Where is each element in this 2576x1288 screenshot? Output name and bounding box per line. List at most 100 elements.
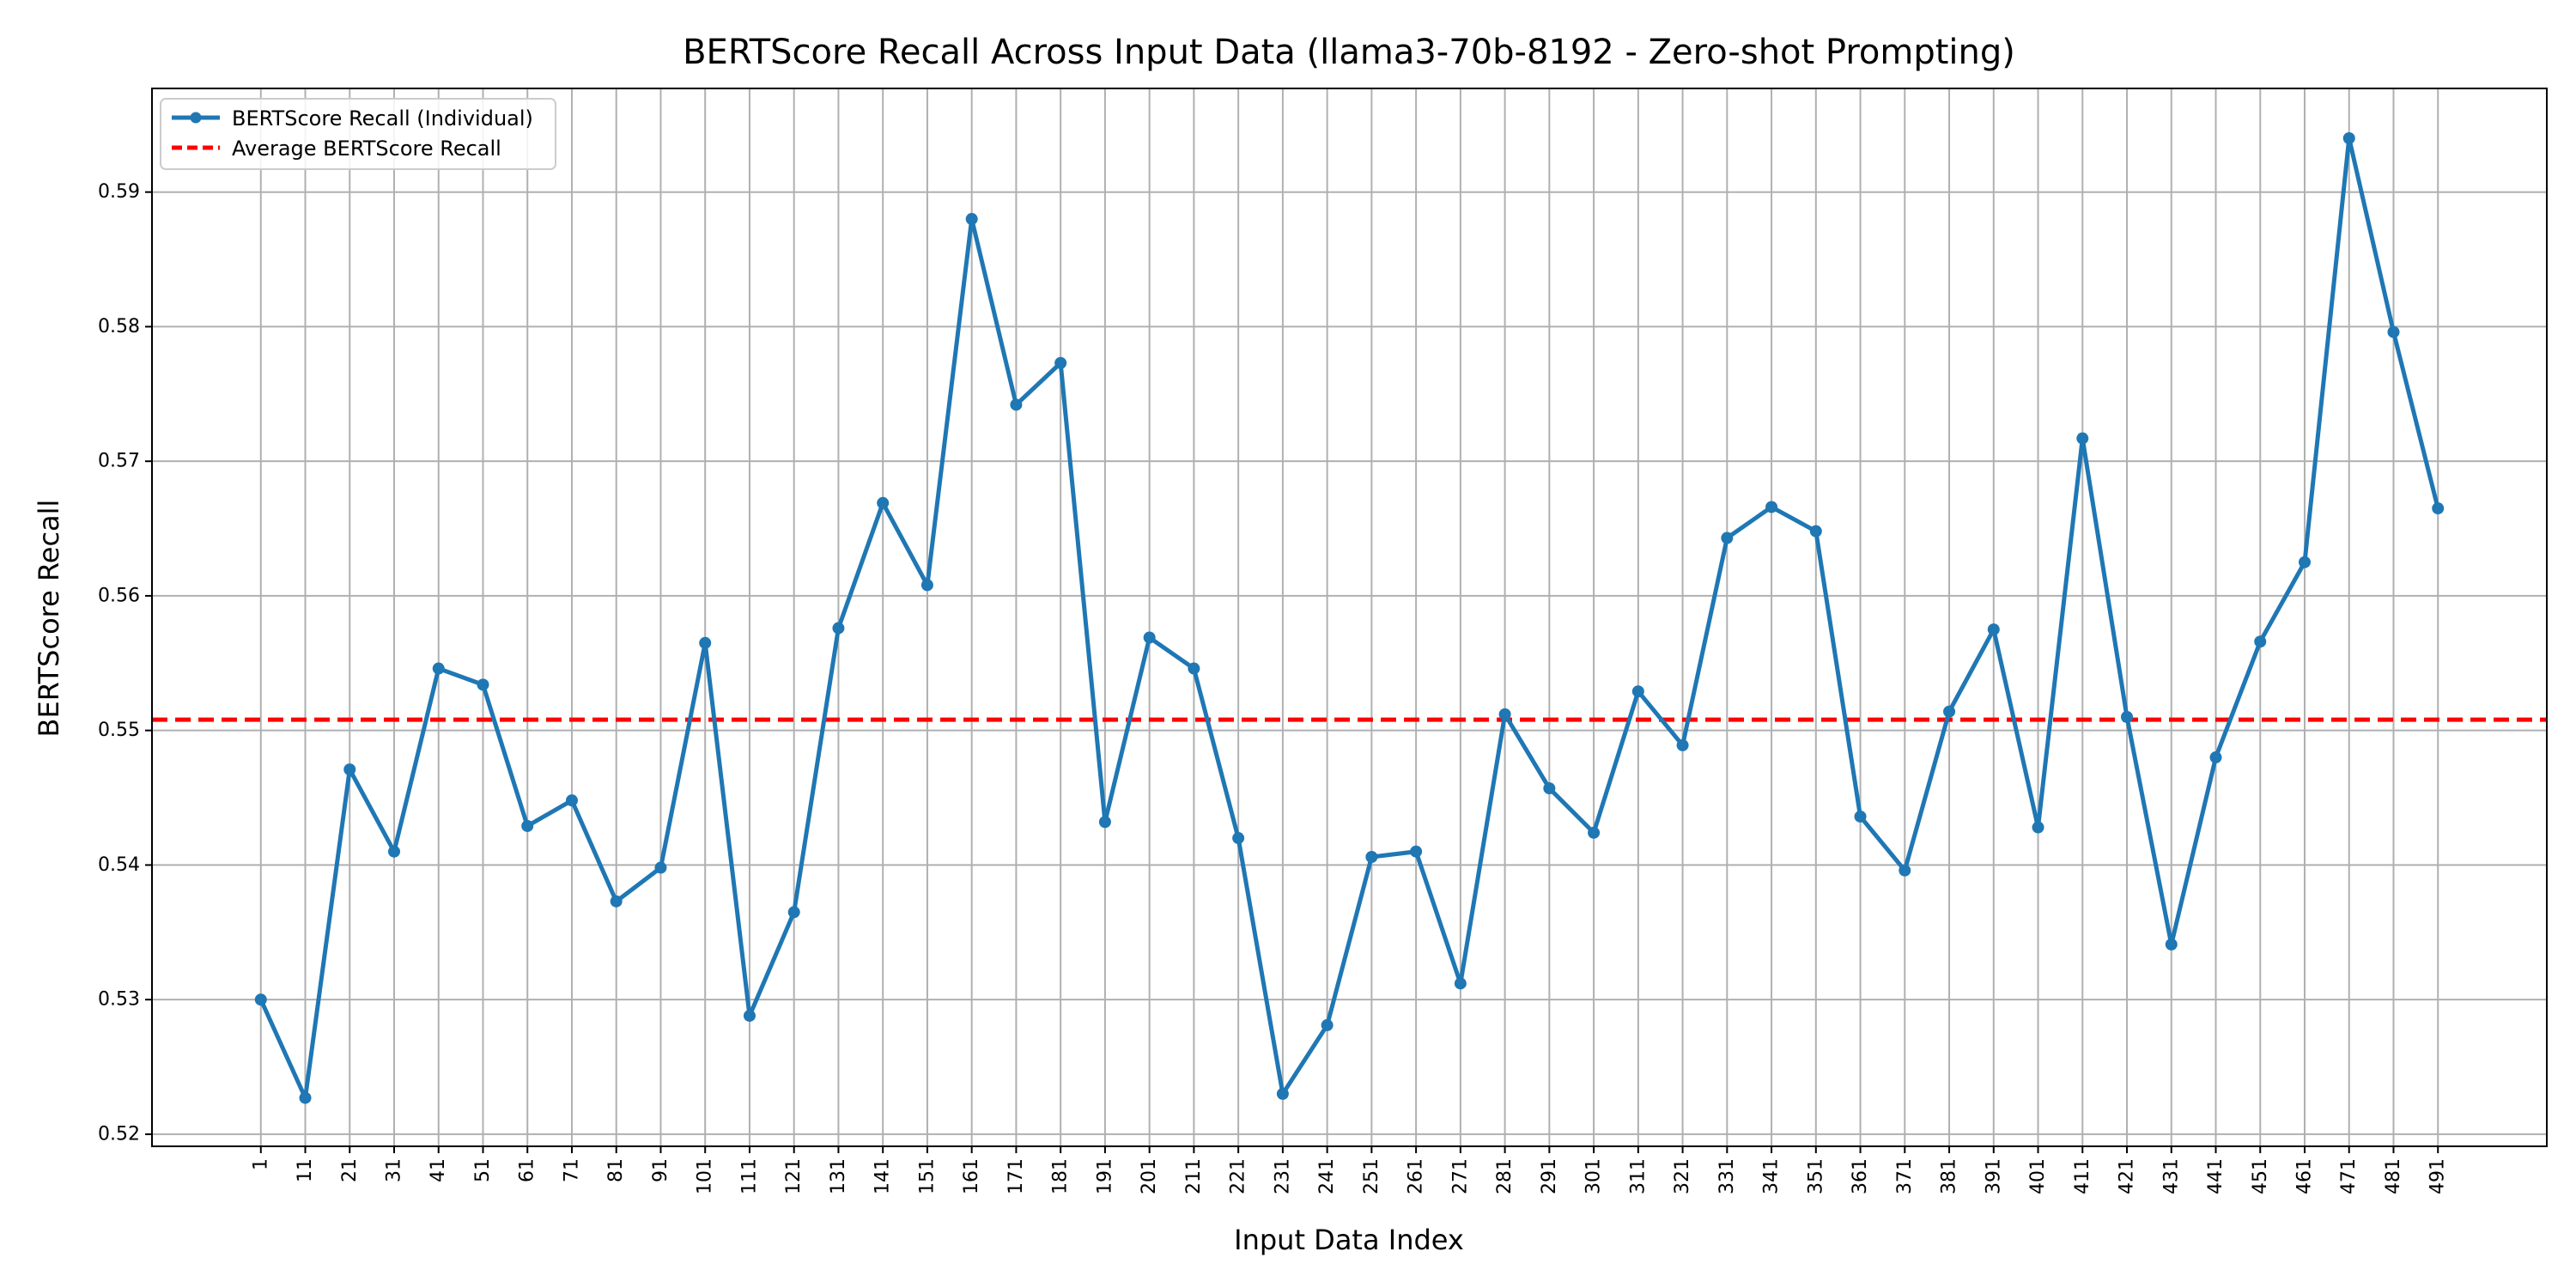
data-point [432,662,445,675]
data-point [2298,556,2311,568]
x-tick-label: 361 [1850,1158,1871,1194]
x-tick-label: 91 [650,1158,671,1182]
data-point [1854,810,1867,823]
legend-label-individual: BERTScore Recall (Individual) [232,106,533,131]
x-tick-label: 371 [1894,1158,1916,1194]
x-tick-label: 151 [916,1158,938,1194]
data-point [565,794,578,807]
x-tick-label: 131 [828,1158,849,1194]
x-tick-label: 41 [428,1158,449,1182]
x-tick-label: 141 [872,1158,894,1194]
data-point [1721,532,1734,544]
x-tick-label: 481 [2383,1158,2404,1194]
data-point [2209,751,2222,764]
x-tick-label: 441 [2205,1158,2227,1194]
y-tick-label: 0.59 [98,181,140,203]
data-point [1498,708,1511,720]
x-tick-label: 381 [1939,1158,1960,1194]
data-point [1365,851,1378,864]
y-tick-label: 0.54 [98,854,140,876]
x-tick-label: 21 [339,1158,361,1182]
x-tick-label: 231 [1272,1158,1293,1194]
data-point [299,1091,312,1104]
y-tick-label: 0.57 [98,451,140,472]
x-tick-label: 1 [250,1158,271,1170]
y-tick-label: 0.52 [98,1123,140,1145]
legend-label-average: Average BERTScore Recall [232,137,501,161]
chart-title: BERTScore Recall Across Input Data (llam… [683,33,2015,72]
y-axis-label: BERTScore Recall [33,500,65,738]
data-point [654,861,667,874]
x-tick-label: 271 [1449,1158,1471,1194]
data-point [1631,685,1644,698]
data-point [1276,1087,1289,1100]
data-point [1054,356,1067,369]
data-point [699,636,712,649]
y-tick-label: 0.53 [98,989,140,1011]
data-point [1543,782,1556,795]
data-point [1232,832,1245,845]
x-axis-label: Input Data Index [1234,1224,1464,1256]
data-point [1676,738,1689,751]
data-point [1987,623,2000,636]
data-point [2387,325,2400,338]
x-tick-label: 251 [1361,1158,1382,1194]
data-point [1454,977,1467,990]
data-point [1765,501,1778,513]
legend: BERTScore Recall (Individual) Average BE… [160,98,556,170]
data-point [743,1009,756,1022]
x-tick-label: 301 [1583,1158,1605,1194]
y-tick-label: 0.56 [98,585,140,606]
x-tick-label: 341 [1761,1158,1783,1194]
y-tick-label: 0.58 [98,316,140,337]
data-point [1098,816,1111,829]
data-point [477,678,489,691]
data-point [1588,826,1601,839]
x-tick-label: 351 [1805,1158,1826,1194]
x-tick-label: 11 [295,1158,316,1182]
data-point [1143,631,1156,644]
data-point [2165,938,2178,951]
x-tick-label: 491 [2427,1158,2449,1194]
x-tick-label: 71 [561,1158,582,1182]
x-tick-label: 171 [1005,1158,1027,1194]
x-tick-label: 191 [1094,1158,1115,1194]
x-tick-label: 211 [1183,1158,1205,1194]
x-tick-label: 181 [1050,1158,1072,1194]
x-tick-label: 331 [1716,1158,1738,1194]
data-point [2432,502,2445,515]
x-tick-label: 201 [1139,1158,1160,1194]
x-tick-label: 401 [2027,1158,2049,1194]
x-tick-label: 121 [783,1158,805,1194]
data-point [1410,845,1423,858]
x-tick-label: 51 [472,1158,494,1182]
data-point [1943,705,1956,718]
x-tick-label: 241 [1316,1158,1338,1194]
x-tick-label: 261 [1406,1158,1427,1194]
data-point [965,213,978,226]
x-tick-label: 321 [1672,1158,1693,1194]
x-tick-label: 451 [2250,1158,2271,1194]
data-point [1809,525,1822,538]
data-point [920,579,933,592]
x-tick-label: 281 [1494,1158,1516,1194]
x-tick-label: 81 [605,1158,627,1182]
x-tick-label: 111 [738,1158,760,1194]
x-tick-label: 391 [1983,1158,2004,1194]
legend-box [160,98,556,170]
data-point [521,819,534,832]
x-tick-label: 311 [1627,1158,1649,1194]
x-tick-label: 61 [517,1158,538,1182]
data-point [2254,635,2267,648]
data-point [787,906,800,919]
x-tick-label: 421 [2117,1158,2138,1194]
x-tick-label: 31 [384,1158,405,1182]
data-point [1010,398,1023,411]
x-tick-label: 461 [2293,1158,2315,1194]
data-point [832,622,845,635]
data-point [2076,432,2089,445]
data-point [2342,131,2355,144]
grid [152,88,2547,1146]
